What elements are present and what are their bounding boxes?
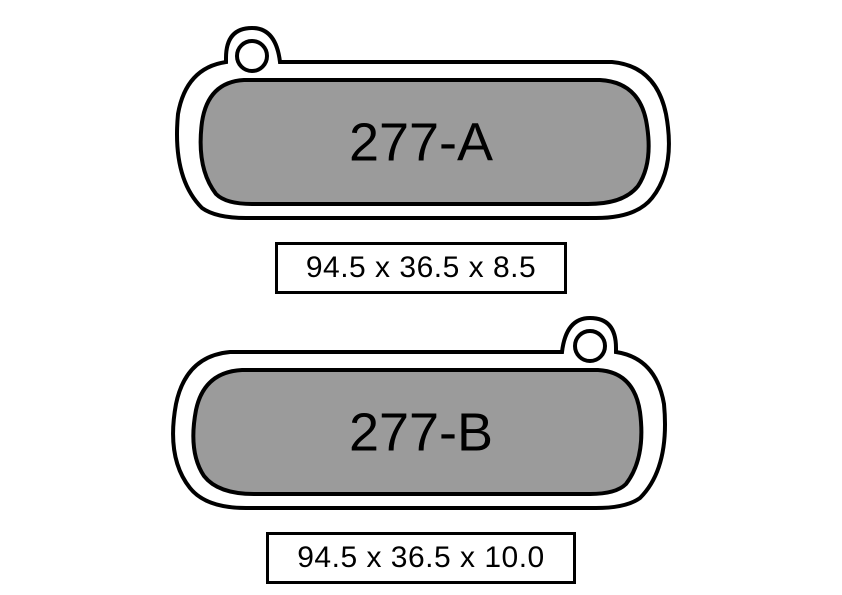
pad-item-b: 277-B 94.5 x 36.5 x 10.0 [156,308,686,584]
mounting-hole [237,41,267,71]
technical-drawing-page: 277-A 94.5 x 36.5 x 8.5 277-B 94.5 x 36.… [0,0,842,595]
dimensions-box-b: 94.5 x 36.5 x 10.0 [266,532,576,584]
pad-item-a: 277-A 94.5 x 36.5 x 8.5 [156,18,686,294]
pad-label-a: 277-A [349,112,493,172]
brake-pad-a-drawing: 277-A [156,18,686,228]
dimensions-box-a: 94.5 x 36.5 x 8.5 [275,242,567,294]
mounting-hole [575,331,605,361]
brake-pad-b-drawing: 277-B [156,308,686,518]
pad-label-b: 277-B [349,402,493,462]
